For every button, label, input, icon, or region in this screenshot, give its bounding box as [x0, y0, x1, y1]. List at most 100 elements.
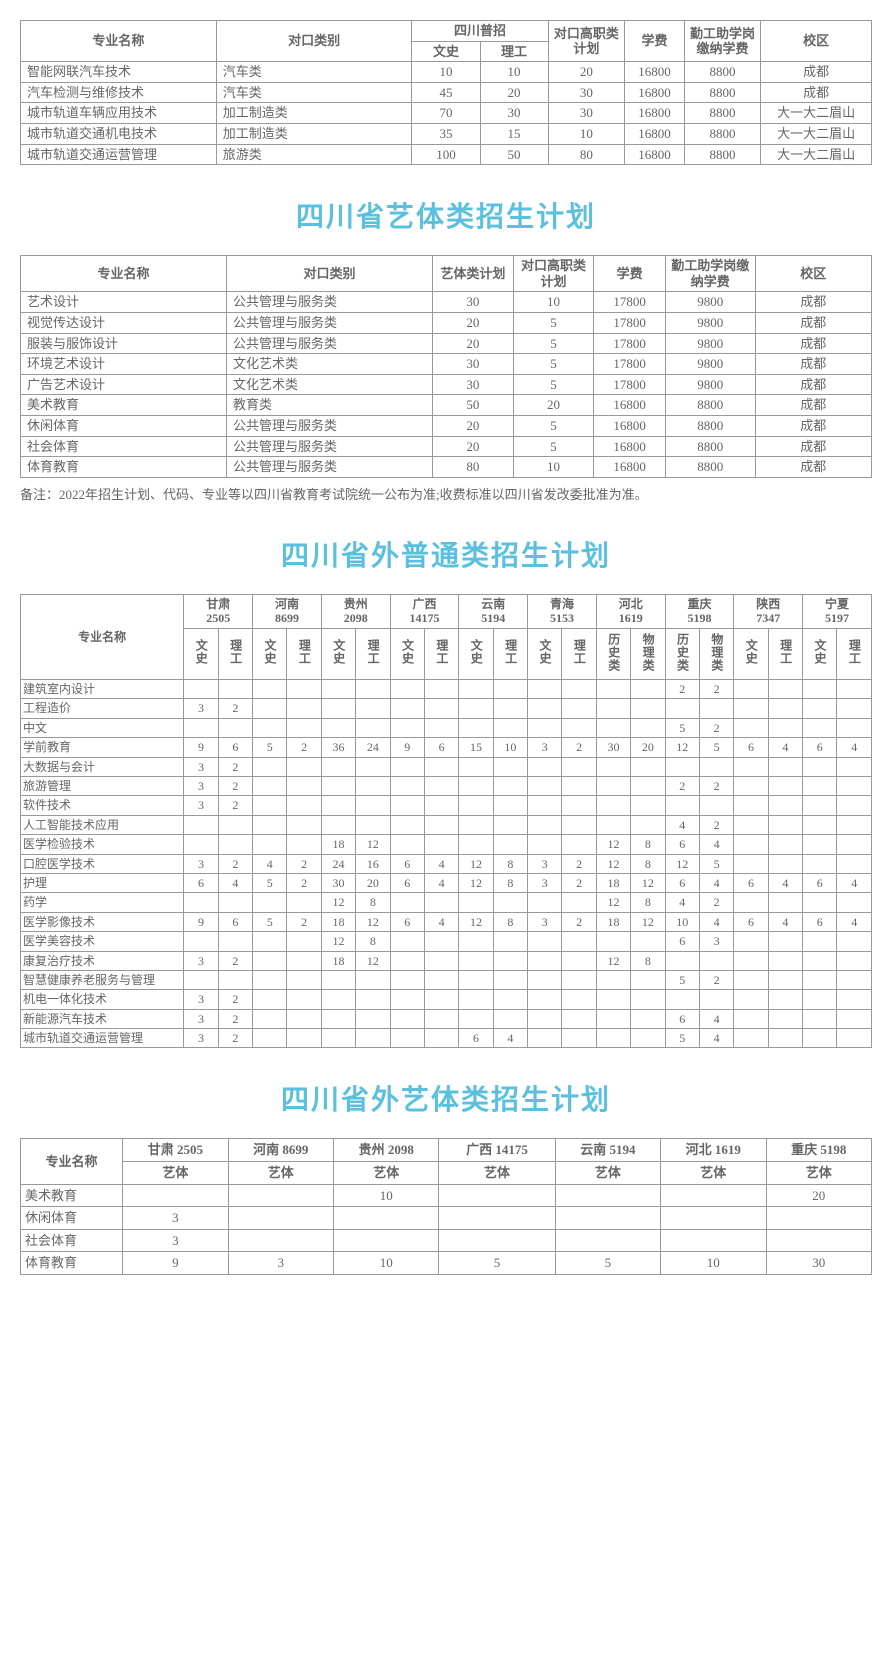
cell-art_plan: 20 — [433, 436, 514, 457]
cell-campus: 成都 — [755, 374, 871, 395]
cell-value — [287, 1009, 321, 1028]
cell-value — [528, 680, 562, 699]
cell-category: 文化艺术类 — [227, 374, 433, 395]
cell-value — [439, 1207, 555, 1230]
cell-value — [334, 1229, 439, 1252]
cell-ligong: 20 — [480, 82, 548, 103]
cell-value — [803, 718, 837, 737]
cell-value — [459, 815, 493, 834]
th-subcol: 历史类 — [665, 628, 699, 679]
th-subcol: 文史 — [803, 628, 837, 679]
cell-value: 9 — [184, 738, 218, 757]
cell-value — [562, 796, 596, 815]
cell-value — [321, 1029, 355, 1048]
cell-value — [184, 718, 218, 737]
cell-value — [631, 777, 665, 796]
cell-value: 30 — [766, 1252, 872, 1275]
cell-value: 3 — [184, 777, 218, 796]
th-subcol: 理工 — [287, 628, 321, 679]
cell-value: 2 — [699, 970, 733, 989]
cell-value — [768, 777, 802, 796]
cell-value — [356, 777, 390, 796]
cell-value: 2 — [287, 873, 321, 892]
cell-value — [768, 932, 802, 951]
cell-value — [562, 815, 596, 834]
cell-campus: 成都 — [755, 312, 871, 333]
cell-value — [390, 835, 424, 854]
cell-value: 9 — [123, 1252, 228, 1275]
table-row: 环境艺术设计文化艺术类305178009800成都 — [21, 354, 872, 375]
cell-value: 18 — [596, 912, 630, 931]
th-sichuan: 四川普招 — [412, 21, 548, 42]
cell-value — [184, 932, 218, 951]
cell-campus: 成都 — [755, 395, 871, 416]
cell-category: 公共管理与服务类 — [227, 415, 433, 436]
cell-value: 3 — [184, 990, 218, 1009]
cell-value — [734, 1009, 768, 1028]
cell-value — [837, 777, 872, 796]
cell-value: 24 — [356, 738, 390, 757]
cell-value — [768, 854, 802, 873]
table-row: 软件技术32 — [21, 796, 872, 815]
cell-value — [459, 680, 493, 699]
cell-value: 2 — [562, 738, 596, 757]
cell-value — [631, 1029, 665, 1048]
cell-value: 10 — [493, 738, 527, 757]
cell-value — [253, 970, 287, 989]
cell-gaozhi: 5 — [513, 354, 594, 375]
cell-value — [493, 990, 527, 1009]
cell-value: 2 — [665, 777, 699, 796]
cell-value — [218, 718, 252, 737]
cell-value: 8 — [631, 893, 665, 912]
cell-value — [768, 718, 802, 737]
cell-value: 2 — [665, 680, 699, 699]
cell-value — [321, 777, 355, 796]
table-row: 服装与服饰设计公共管理与服务类205178009800成都 — [21, 333, 872, 354]
cell-value — [184, 970, 218, 989]
cell-value: 4 — [665, 893, 699, 912]
cell-value — [768, 893, 802, 912]
cell-gaozhi: 5 — [513, 436, 594, 457]
cell-major: 广告艺术设计 — [21, 374, 227, 395]
cell-value: 2 — [287, 912, 321, 931]
cell-value — [184, 835, 218, 854]
cell-workstudy: 9800 — [665, 312, 755, 333]
th-workstudy: 勤工助学岗缴纳学费 — [684, 21, 761, 62]
cell-value: 2 — [218, 1029, 252, 1048]
cell-value — [766, 1207, 872, 1230]
cell-value — [803, 932, 837, 951]
cell-value: 2 — [562, 912, 596, 931]
th-subcol: 物理类 — [631, 628, 665, 679]
cell-value — [768, 1009, 802, 1028]
cell-value: 3 — [184, 854, 218, 873]
cell-value — [803, 835, 837, 854]
cell-value — [803, 1029, 837, 1048]
cell-value — [562, 777, 596, 796]
cell-value: 10 — [661, 1252, 766, 1275]
cell-value — [287, 699, 321, 718]
cell-value — [184, 815, 218, 834]
th-subcol: 理工 — [768, 628, 802, 679]
cell-value: 4 — [218, 873, 252, 892]
th-tuition: 学费 — [625, 21, 685, 62]
cell-value: 2 — [699, 777, 733, 796]
cell-value — [528, 951, 562, 970]
cell-campus: 成都 — [755, 333, 871, 354]
th-subcol: 文史 — [184, 628, 218, 679]
cell-value: 12 — [459, 854, 493, 873]
cell-value — [562, 951, 596, 970]
cell-value — [321, 718, 355, 737]
cell-value — [528, 990, 562, 1009]
cell-campus: 成都 — [761, 62, 872, 83]
cell-workstudy: 8800 — [665, 415, 755, 436]
cell-tuition: 16800 — [625, 123, 685, 144]
cell-value: 4 — [768, 738, 802, 757]
cell-value — [837, 757, 872, 776]
cell-tuition: 16800 — [625, 82, 685, 103]
table-row: 艺术设计公共管理与服务类3010178009800成都 — [21, 292, 872, 313]
cell-value — [287, 893, 321, 912]
cell-category: 文化艺术类 — [227, 354, 433, 375]
cell-value: 3 — [184, 1009, 218, 1028]
cell-value — [321, 699, 355, 718]
cell-major: 智能网联汽车技术 — [21, 62, 217, 83]
